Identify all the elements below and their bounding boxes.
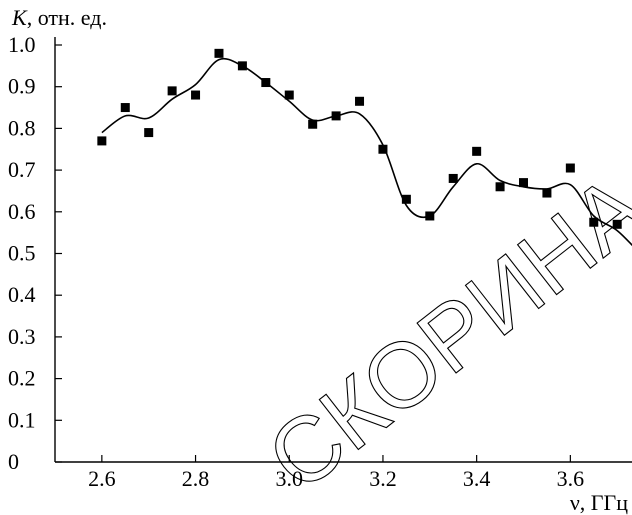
y-axis-label-symbol: K <box>11 5 28 30</box>
data-point <box>214 48 224 58</box>
data-point <box>589 217 599 227</box>
y-tick-label: 0.6 <box>8 199 36 224</box>
y-tick-label: 0.1 <box>8 407 36 432</box>
x-axis-ticks: 2.62.83.03.23.43.63.84.0 <box>88 455 585 491</box>
y-tick-label: 0.7 <box>8 157 36 182</box>
data-point <box>472 146 482 156</box>
x-tick-label: 2.6 <box>88 466 116 491</box>
x-tick-label: 3.6 <box>557 466 585 491</box>
data-point <box>542 188 552 198</box>
data-point <box>519 178 528 188</box>
data-point <box>191 90 201 100</box>
y-tick-label: 0.9 <box>8 74 36 99</box>
data-point <box>612 219 622 229</box>
data-point <box>401 194 411 204</box>
data-point <box>144 128 154 138</box>
y-tick-label: 0.4 <box>8 282 36 307</box>
data-point <box>284 90 294 100</box>
data-point <box>261 78 271 88</box>
y-tick-label: 0.3 <box>8 324 36 349</box>
data-point <box>331 111 341 121</box>
data-point <box>308 119 318 129</box>
x-axis-label: ν, ГГц <box>570 490 628 515</box>
y-tick-label: 1.0 <box>8 32 36 57</box>
y-axis-label: K, отн. ед. <box>11 5 107 30</box>
data-point <box>378 144 388 154</box>
x-tick-label: 3.4 <box>463 466 491 491</box>
data-point <box>495 182 505 192</box>
x-tick-label: 3.0 <box>276 466 304 491</box>
x-tick-label: 2.8 <box>182 466 210 491</box>
y-tick-label: 0 <box>8 449 19 474</box>
data-point <box>167 86 177 96</box>
x-tick-label: 3.2 <box>369 466 397 491</box>
watermark: СКОРИНА <box>249 155 632 511</box>
data-point <box>355 96 365 106</box>
y-axis-label-unit: , отн. ед. <box>27 5 107 30</box>
data-point <box>448 173 458 183</box>
y-tick-label: 0.2 <box>8 366 36 391</box>
y-tick-label: 0.5 <box>8 241 36 266</box>
data-points <box>97 48 622 229</box>
y-axis-ticks: 0 0.1 0.2 0.3 0.4 0.5 0.6 0.7 0.8 0.9 1.0 <box>8 32 62 474</box>
data-point <box>97 136 107 146</box>
axes <box>54 37 632 463</box>
data-point <box>237 61 247 71</box>
data-point <box>565 163 575 173</box>
data-point <box>120 103 130 113</box>
watermark-text: СКОРИНА <box>250 155 632 510</box>
y-tick-label: 0.8 <box>8 115 36 140</box>
data-point <box>425 211 435 221</box>
